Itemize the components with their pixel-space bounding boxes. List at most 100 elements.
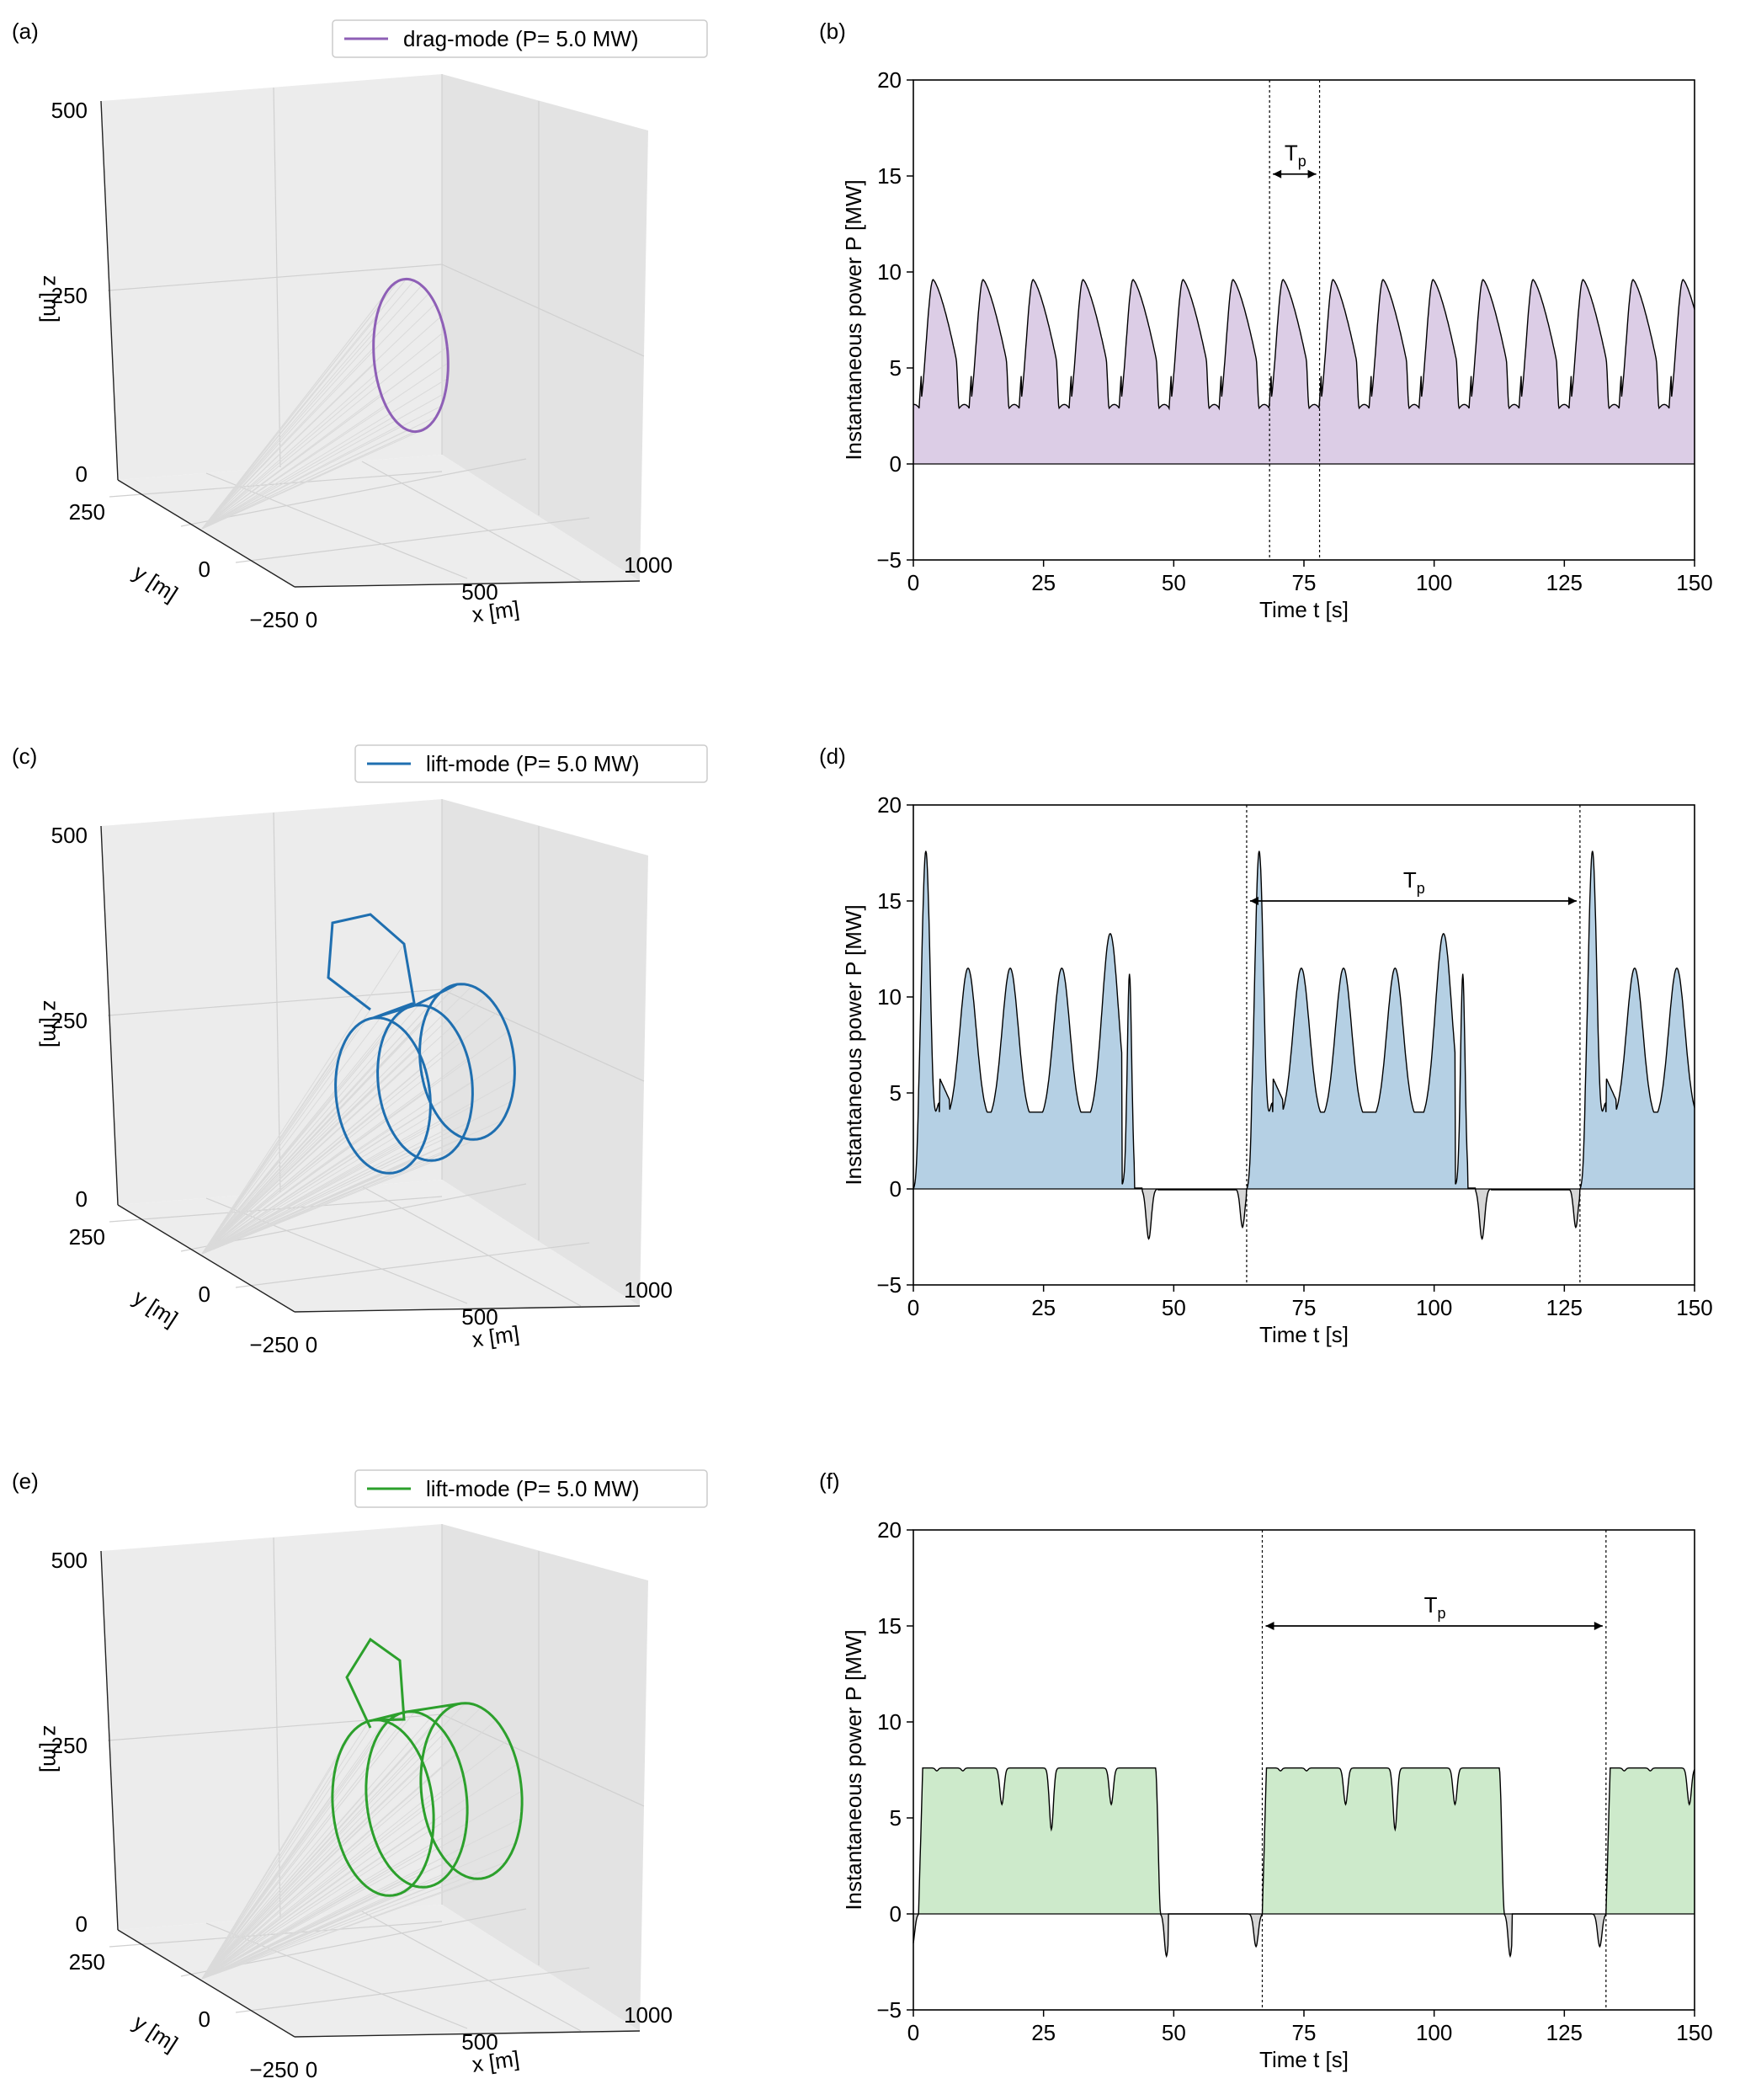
- grid-line: [235, 1967, 590, 2013]
- tether-line: [201, 1817, 522, 1980]
- tether-line: [201, 1790, 422, 1980]
- x-tick-label: 25: [1031, 1295, 1056, 1320]
- y-axis-line: [117, 1204, 295, 1313]
- tether-line: [201, 1112, 436, 1255]
- back-wall-right: [442, 74, 648, 581]
- z-tick-label: 250: [51, 1733, 88, 1758]
- kite-trajectory: [372, 277, 450, 434]
- x-tick-label: 25: [1031, 2020, 1056, 2045]
- tether-line: [201, 1794, 433, 1980]
- y-tick-label: 20: [877, 67, 902, 93]
- x-tick-label: 150: [1676, 2020, 1712, 2045]
- tether-line: [201, 1878, 478, 1980]
- tether-line: [201, 392, 446, 530]
- tether-line: [201, 1720, 370, 1980]
- grid-line: [180, 458, 527, 527]
- power-line: [913, 850, 1695, 1240]
- x-tick-label: 0: [306, 607, 317, 632]
- tether-line: [201, 1739, 509, 1980]
- grid-line: [235, 517, 590, 563]
- x-tick-label: 500: [461, 579, 498, 605]
- x-tick-label: 100: [1416, 2020, 1452, 2045]
- z-tick-label: 250: [51, 1008, 88, 1033]
- y-tick-label: −5: [876, 1272, 902, 1298]
- z-axis-line: [100, 100, 119, 481]
- tether-line: [201, 1729, 355, 1980]
- x-tick-label: 75: [1292, 2020, 1317, 2045]
- tether-line: [201, 1029, 354, 1255]
- period-arrow-head-left: [1249, 897, 1258, 905]
- back-wall-right: [442, 1524, 648, 2031]
- z-tick-label: 500: [51, 823, 88, 848]
- y-tick-label: 5: [890, 1080, 902, 1106]
- legend-box: [354, 744, 708, 783]
- grid-line: [361, 1911, 582, 2032]
- kite-trajectory: [331, 1637, 524, 1897]
- y-axis-line: [117, 1929, 295, 2038]
- y-axis-label: Instantaneous power P [MW]: [841, 1629, 866, 1910]
- tether-line: [201, 1732, 445, 1980]
- y-axis-label: Instantaneous power P [MW]: [841, 179, 866, 460]
- y-tick-label: 0: [199, 2007, 210, 2032]
- x-tick-label: 25: [1031, 570, 1056, 595]
- tether-line: [201, 1873, 462, 1980]
- tether-line: [201, 1832, 466, 1980]
- tether-line: [201, 1817, 426, 1980]
- grid-line: [107, 264, 443, 291]
- y-tick-label: −5: [876, 547, 902, 573]
- tether-line: [201, 1145, 403, 1255]
- z-axis-label: z [m]: [39, 275, 64, 322]
- grid-line: [235, 1242, 590, 1288]
- x-tick-label: 0: [306, 1332, 317, 1357]
- tether-line: [201, 280, 399, 530]
- tether-line: [201, 1765, 369, 1980]
- tether-line: [201, 1043, 421, 1255]
- x-tick-label: 1000: [624, 552, 673, 578]
- trajectory-3d-panel-e: 0 250 500 250 0 −250 0 500 1000 z [m] y [m] x [m] li…: [39, 1469, 708, 2082]
- tether-line: [201, 1127, 467, 1255]
- y-tick-label: 20: [877, 1517, 902, 1543]
- tether-line: [201, 994, 487, 1255]
- tether-line: [201, 1138, 478, 1255]
- y-tick-label: −5: [876, 1997, 902, 2023]
- positive-power-area: [913, 850, 1695, 1189]
- panel-label-e: (e): [12, 1468, 39, 1494]
- x-tick-label: 125: [1546, 1295, 1583, 1320]
- y-tick-label: 10: [877, 1709, 902, 1735]
- z-tick-label: 250: [51, 283, 88, 308]
- trajectory-3d-panel-a: 0 250 500 250 0 −250 0 500 1000 z [m] y [m] x [m] dr…: [39, 19, 708, 632]
- negative-power-area: [913, 1914, 1695, 1957]
- period-label: Tp: [1403, 867, 1425, 897]
- panel-label-a: (a): [12, 19, 39, 44]
- x-tick-label: 50: [1162, 2020, 1186, 2045]
- y-tick-label: 15: [877, 163, 902, 189]
- x-tick-label: 150: [1676, 1295, 1712, 1320]
- legend-label: lift-mode (P= 5.0 MW): [426, 1476, 640, 1501]
- y-tick-label: 0: [890, 1176, 902, 1202]
- tether-line: [201, 1724, 386, 1980]
- z-tick-label: 0: [76, 1186, 88, 1212]
- tether-line: [201, 1017, 381, 1255]
- tether-line: [201, 1739, 428, 1980]
- y-tick-label: 0: [890, 451, 902, 477]
- z-tick-label: 0: [76, 461, 88, 487]
- x-tick-label: 1000: [624, 2002, 673, 2028]
- tether-line: [201, 1767, 336, 1980]
- period-label: Tp: [1424, 1592, 1446, 1622]
- power-line: [913, 279, 1695, 411]
- tether-line: [201, 983, 458, 1255]
- tether-line: [201, 1841, 435, 1980]
- z-axis-line: [100, 1550, 119, 1931]
- x-axis-label: Time t [s]: [1259, 597, 1349, 622]
- tether-line: [201, 1763, 423, 1980]
- x-tick-label: 100: [1416, 570, 1452, 595]
- tether-line: [201, 1091, 427, 1255]
- tether-line: [201, 1079, 515, 1255]
- legend-box: [354, 1469, 708, 1508]
- legend-label: lift-mode (P= 5.0 MW): [426, 751, 640, 776]
- y-axis-label: y [m]: [129, 1285, 183, 1332]
- period-arrow-head-right: [1307, 169, 1317, 179]
- x-tick-label: 1000: [624, 1277, 673, 1303]
